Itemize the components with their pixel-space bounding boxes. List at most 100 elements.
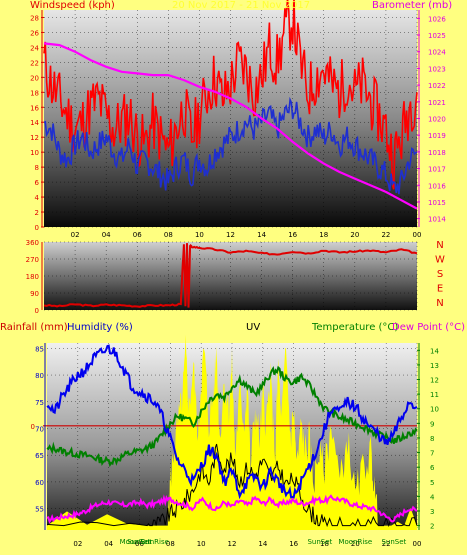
windspeed-tick-label: 20 [30,74,39,82]
humidity-tick-label: 65 [35,452,44,460]
date-range-title: 20 Nov 2017 - 21 Nov 2017 [172,0,310,11]
x-tick-label: 10 [195,231,204,239]
barometer-tick-label: 1023 [428,65,446,73]
direction-grid [44,241,418,311]
barometer-tick-label: 1016 [428,182,446,190]
x-tick-label: 22 [382,540,391,548]
x-tick-label: 08 [164,231,173,239]
barometer-tick-label: 1018 [428,149,446,157]
humidity-tick-label: 55 [35,506,44,514]
dewpoint-line [46,494,418,524]
event-label: SunSet [307,538,332,546]
direction-tick-label: 180 [26,273,39,281]
barometer-tick-label: 1020 [428,116,446,124]
humidity-tick-label: 80 [35,372,44,380]
event-label: SunSet [381,538,406,546]
humidity-series [43,334,418,530]
dewpoint-axis-title: Dew Point (°C) [392,322,465,333]
windspeed-tick-label: 26 [30,29,39,37]
x-tick-label: 00 [413,231,422,239]
barometer-tick-label: 1014 [428,216,446,224]
humidity-line [46,344,418,500]
direction-series [43,243,418,308]
event-label: SunSet [127,538,152,546]
humidity-axes: 02 04 06 08 10 12 14 16 18 20 22 005560657075808523… [31,343,439,548]
temperature-tick-label: 8 [430,435,434,443]
barometer-tick-label: 1017 [428,166,446,174]
wind-direction-line [43,243,418,308]
temperature-tick-label: 11 [430,391,439,399]
barometer-tick-label: 1019 [428,132,446,140]
temperature-tick-label: 4 [430,493,435,501]
x-tick-label: 06 [133,231,142,239]
x-tick-label: 18 [320,540,329,548]
x-tick-label: 20 [351,540,360,548]
x-tick-label: 10 [197,540,206,548]
barometer-tick-label: 1021 [428,99,446,107]
x-tick-label: 12 [228,540,237,548]
temperature-tick-label: 13 [430,362,439,370]
x-tick-label: 14 [258,540,267,548]
humidity-tick-label: 85 [35,345,44,353]
windspeed-tick-label: 10 [30,149,39,157]
x-tick-label: 20 [350,231,359,239]
compass-label: W [435,255,445,266]
uv-axis-title: UV [246,322,260,333]
rainfall-tick-label: 0 [31,423,35,431]
humidity-axis-title: Humidity (%) [67,322,133,333]
windspeed-tick-label: 16 [30,104,39,112]
compass-label: S [437,269,443,280]
event-label: SunRise [141,538,169,546]
humidity-tick-label: 75 [35,399,44,407]
compass-label: N [436,298,443,309]
windspeed-series [43,0,418,210]
windspeed-tick-label: 12 [30,134,39,142]
x-tick-label: 18 [319,231,328,239]
x-tick-label: 12 [226,231,235,239]
x-tick-label: 00 [413,540,422,548]
windspeed-tick-label: 24 [30,44,39,52]
event-label: MoonRise [338,538,372,546]
windspeed-tick-label: 2 [35,209,39,217]
temperature-line [46,365,418,468]
temperature-tick-label: 7 [430,450,434,458]
x-tick-label: 02 [73,540,82,548]
x-tick-label: 16 [288,231,297,239]
windspeed-axes: 02 04 06 08 10 12 14 16 18 20 22 000246810121416182… [30,10,446,239]
barometer-tick-label: 1015 [428,199,446,207]
barometer-tick-label: 1026 [428,15,446,23]
x-tick-label: 22 [381,231,390,239]
x-tick-label: 04 [102,231,111,239]
x-tick-label: 14 [257,231,266,239]
temperature-tick-label: 2 [430,523,434,531]
x-tick-label: 08 [166,540,175,548]
barometer-tick-label: 1024 [428,49,446,57]
x-tick-label: 06 [135,540,144,548]
barometer-tick-label: 1025 [428,32,446,40]
windspeed-tick-label: 6 [35,179,40,187]
temperature-tick-label: 3 [430,508,434,516]
x-tick-label: 16 [289,540,298,548]
compass-label: E [437,284,443,295]
temperature-tick-label: 14 [430,347,439,355]
temperature-tick-label: 10 [430,406,439,414]
windspeed-tick-label: 0 [35,224,39,232]
direction-tick-label: 0 [35,307,39,315]
barometer-line [43,42,418,210]
temperature-axis-title: Temperature (°C) [311,322,398,333]
windspeed-tick-label: 18 [30,89,39,97]
wind-gust-line [43,0,418,190]
event-label: MoonSet [120,538,151,546]
temperature-tick-label: 12 [430,377,439,385]
wind-average-line [43,96,418,195]
humidity-tick-label: 70 [35,425,44,433]
temperature-tick-label: 6 [430,464,435,472]
windspeed-tick-label: 4 [35,194,40,202]
temperature-tick-label: 9 [430,420,434,428]
solar-area [47,334,417,530]
x-tick-label: 02 [71,231,80,239]
barometer-tick-label: 1022 [428,82,446,90]
